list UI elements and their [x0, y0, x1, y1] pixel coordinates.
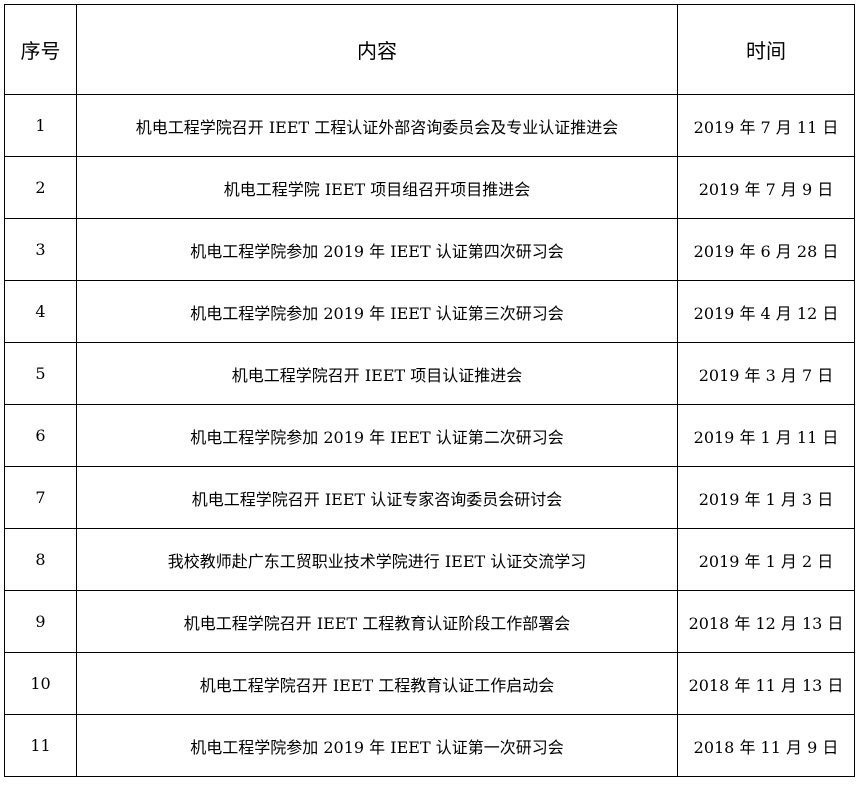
cell-index: 10 [4, 652, 77, 715]
cell-index: 9 [4, 590, 77, 653]
events-table: 序号 内容 时间 1 机电工程学院召开 IEET 工程认证外部咨询委员会及专业认证… [4, 4, 855, 777]
cell-time: 2019 年 7 月 11 日 [677, 94, 855, 157]
cell-content: 机电工程学院召开 IEET 认证专家咨询委员会研讨会 [76, 466, 678, 529]
cell-time: 2018 年 11 月 13 日 [677, 652, 855, 715]
cell-time: 2018 年 12 月 13 日 [677, 590, 855, 653]
table-row: 10 机电工程学院召开 IEET 工程教育认证工作启动会 2018 年 11 月 1… [4, 652, 855, 715]
table-row: 6 机电工程学院参加 2019 年 IEET 认证第二次研习会 2019 年 1 月… [4, 404, 855, 467]
cell-content: 机电工程学院召开 IEET 工程教育认证工作启动会 [76, 652, 678, 715]
cell-content: 机电工程学院参加 2019 年 IEET 认证第一次研习会 [76, 714, 678, 777]
cell-index: 7 [4, 466, 77, 529]
cell-time: 2019 年 4 月 12 日 [677, 280, 855, 343]
table-row: 9 机电工程学院召开 IEET 工程教育认证阶段工作部署会 2018 年 12 月 … [4, 590, 855, 653]
cell-index: 5 [4, 342, 77, 405]
cell-time: 2019 年 1 月 3 日 [677, 466, 855, 529]
cell-content: 我校教师赴广东工贸职业技术学院进行 IEET 认证交流学习 [76, 528, 678, 591]
cell-content: 机电工程学院召开 IEET 工程教育认证阶段工作部署会 [76, 590, 678, 653]
cell-index: 2 [4, 156, 77, 219]
cell-index: 11 [4, 714, 77, 777]
table-row: 2 机电工程学院 IEET 项目组召开项目推进会 2019 年 7 月 9 日 [4, 156, 855, 219]
cell-time: 2019 年 1 月 11 日 [677, 404, 855, 467]
table-row: 5 机电工程学院召开 IEET 项目认证推进会 2019 年 3 月 7 日 [4, 342, 855, 405]
cell-index: 3 [4, 218, 77, 281]
header-row: 序号 内容 时间 [4, 4, 855, 95]
cell-index: 6 [4, 404, 77, 467]
table-row: 4 机电工程学院参加 2019 年 IEET 认证第三次研习会 2019 年 4 月… [4, 280, 855, 343]
table-row: 3 机电工程学院参加 2019 年 IEET 认证第四次研习会 2019 年 6 月… [4, 218, 855, 281]
table-row: 11 机电工程学院参加 2019 年 IEET 认证第一次研习会 2018 年 11… [4, 714, 855, 777]
cell-content: 机电工程学院参加 2019 年 IEET 认证第四次研习会 [76, 218, 678, 281]
table-row: 8 我校教师赴广东工贸职业技术学院进行 IEET 认证交流学习 2019 年 1 月… [4, 528, 855, 591]
header-content: 内容 [76, 4, 678, 95]
cell-content: 机电工程学院参加 2019 年 IEET 认证第三次研习会 [76, 280, 678, 343]
cell-content: 机电工程学院 IEET 项目组召开项目推进会 [76, 156, 678, 219]
cell-content: 机电工程学院参加 2019 年 IEET 认证第二次研习会 [76, 404, 678, 467]
header-index: 序号 [4, 4, 77, 95]
cell-index: 8 [4, 528, 77, 591]
cell-content: 机电工程学院召开 IEET 项目认证推进会 [76, 342, 678, 405]
table-row: 7 机电工程学院召开 IEET 认证专家咨询委员会研讨会 2019 年 1 月 3 … [4, 466, 855, 529]
cell-index: 1 [4, 94, 77, 157]
header-time: 时间 [677, 4, 855, 95]
cell-time: 2019 年 6 月 28 日 [677, 218, 855, 281]
table-row: 1 机电工程学院召开 IEET 工程认证外部咨询委员会及专业认证推进会 2019 年… [4, 94, 855, 157]
cell-time: 2019 年 3 月 7 日 [677, 342, 855, 405]
cell-index: 4 [4, 280, 77, 343]
cell-time: 2018 年 11 月 9 日 [677, 714, 855, 777]
cell-content: 机电工程学院召开 IEET 工程认证外部咨询委员会及专业认证推进会 [76, 94, 678, 157]
cell-time: 2019 年 7 月 9 日 [677, 156, 855, 219]
cell-time: 2019 年 1 月 2 日 [677, 528, 855, 591]
